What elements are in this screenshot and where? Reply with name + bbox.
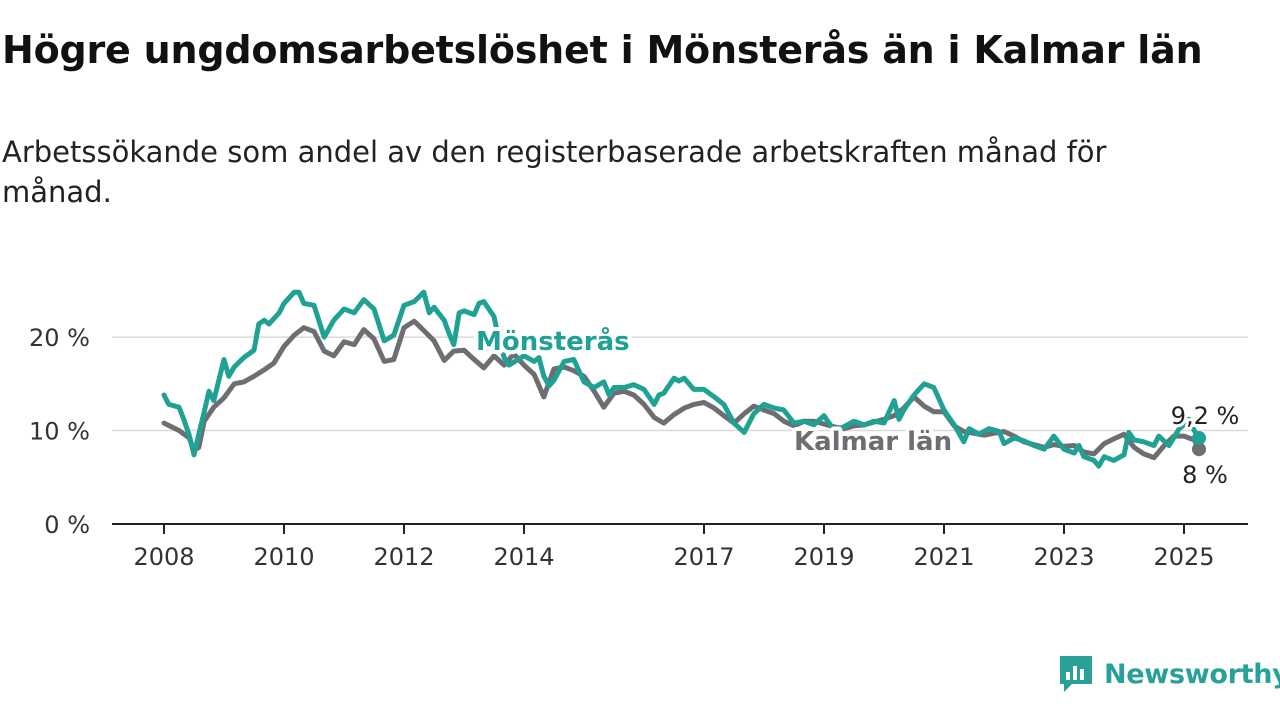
y-tick-label: 20 % bbox=[29, 324, 90, 352]
chart-subtitle: Arbetssökande som andel av den registerb… bbox=[2, 135, 1107, 209]
series-endpoint bbox=[1192, 442, 1206, 457]
series-label-m-nster-s: Mönsterås bbox=[476, 325, 630, 357]
y-tick-label: 10 % bbox=[29, 418, 90, 446]
x-tick-label: 2014 bbox=[493, 543, 554, 571]
x-tick-label: 2008 bbox=[133, 543, 194, 571]
x-tick-label: 2025 bbox=[1153, 543, 1214, 571]
series-label-kalmar-l-n: Kalmar län bbox=[794, 427, 952, 457]
brand-logo: Newsworthy bbox=[1058, 652, 1280, 696]
series-endpoint bbox=[1192, 431, 1206, 446]
series-end-label: 9,2 % bbox=[1171, 402, 1240, 430]
x-tick-label: 2017 bbox=[673, 543, 734, 571]
brand-name: Newsworthy bbox=[1104, 658, 1280, 690]
x-tick-label: 2023 bbox=[1033, 543, 1094, 571]
x-tick-label: 2021 bbox=[913, 543, 974, 571]
newsworthy-logo-icon bbox=[1060, 656, 1092, 692]
series-end-label: 8 % bbox=[1182, 461, 1228, 489]
page-title: Högre ungdomsarbetslöshet i Mönsterås än… bbox=[2, 28, 1203, 72]
x-tick-label: 2012 bbox=[373, 543, 434, 571]
y-tick-label: 0 % bbox=[44, 511, 90, 539]
series-line-m-nster-s bbox=[161, 289, 1202, 469]
x-tick-label: 2010 bbox=[253, 543, 314, 571]
x-tick-label: 2019 bbox=[793, 543, 854, 571]
series-line-kalmar-l-n bbox=[161, 318, 1202, 461]
